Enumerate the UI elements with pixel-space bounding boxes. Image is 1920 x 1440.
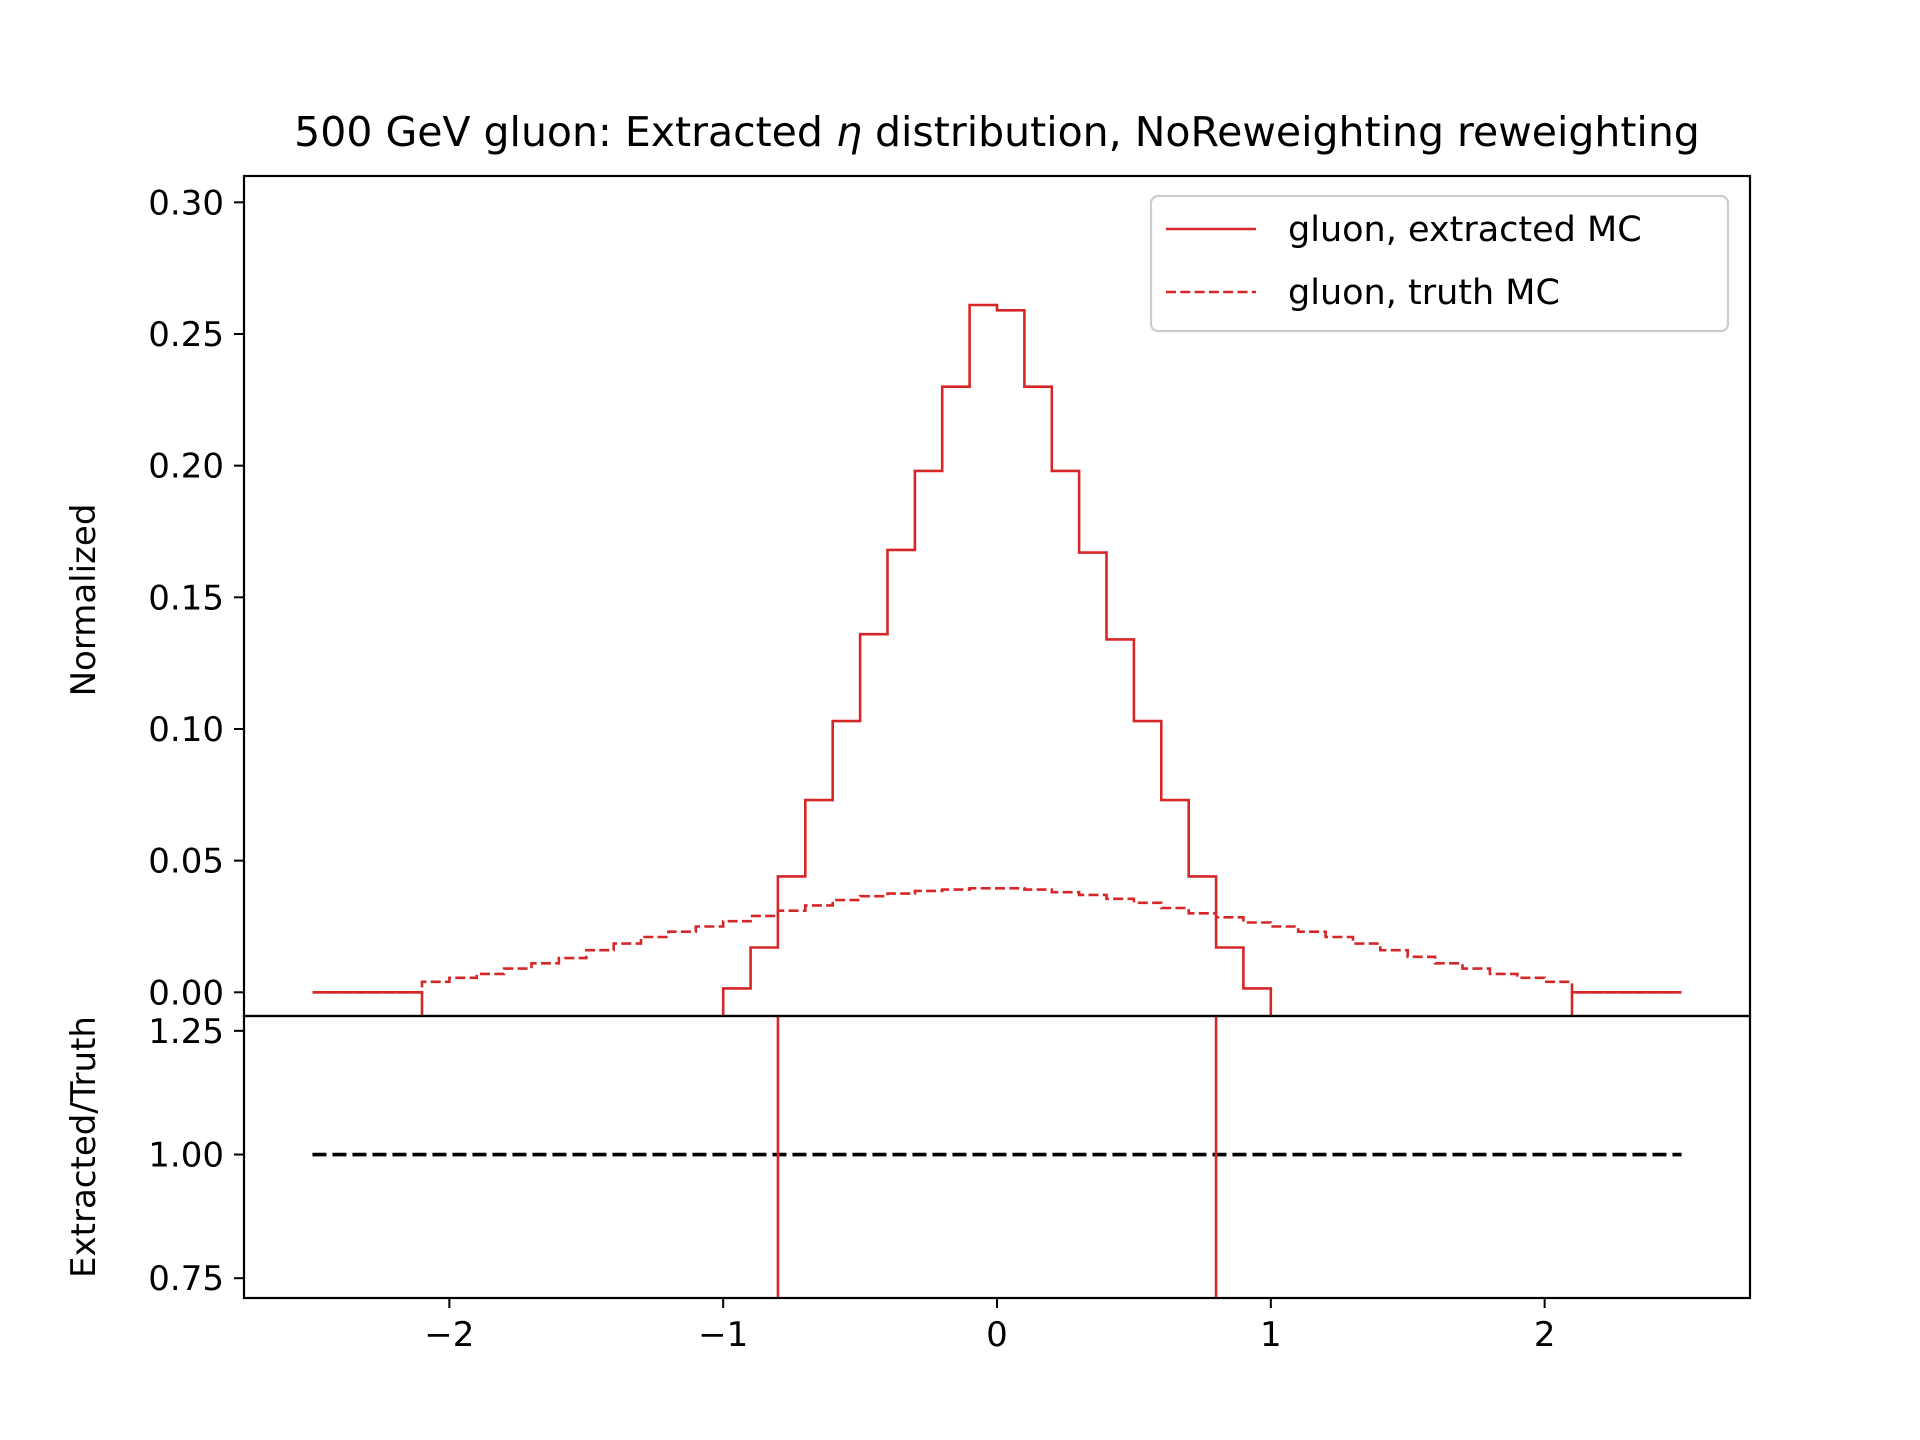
top-y-tick-label: 0.25 xyxy=(148,315,224,355)
x-tick-label: 2 xyxy=(1534,1315,1556,1355)
series-line-truth xyxy=(312,887,1682,994)
top-y-tick-label: 0.00 xyxy=(148,973,224,1013)
top-panel-plot-area xyxy=(312,303,1682,1016)
bottom-y-tick-label: 1.25 xyxy=(148,1012,224,1052)
legend-label-truth: gluon, truth MC xyxy=(1288,273,1560,313)
top-y-axis-label: Normalized xyxy=(64,504,104,697)
top-y-tick-label: 0.05 xyxy=(148,842,224,882)
top-y-tick-label: 0.10 xyxy=(148,710,224,750)
top-y-tick-label: 0.15 xyxy=(148,578,224,618)
bottom-panel-frame xyxy=(242,1014,1752,1300)
bottom-y-axis-label: Extracted/Truth xyxy=(64,1016,104,1278)
top-y-tick-label: 0.20 xyxy=(148,447,224,487)
series-line-extracted xyxy=(312,303,1682,1016)
bottom-y-tick-label: 1.00 xyxy=(148,1136,224,1176)
legend-label-extracted: gluon, extracted MC xyxy=(1288,210,1642,250)
chart-title: 500 GeV gluon: Extracted η distribution,… xyxy=(294,108,1700,156)
legend: gluon, extracted MC gluon, truth MC xyxy=(1149,194,1730,333)
x-tick-label: 1 xyxy=(1260,1315,1282,1355)
x-tick-label: −1 xyxy=(698,1315,748,1355)
bottom-y-tick-label: 0.75 xyxy=(148,1259,224,1299)
top-y-tick-label: 0.30 xyxy=(148,183,224,223)
legend-box xyxy=(1149,194,1730,333)
bottom-panel-plot-area xyxy=(312,1016,1682,1298)
x-tick-label: −2 xyxy=(424,1315,474,1355)
x-tick-label: 0 xyxy=(986,1315,1008,1355)
